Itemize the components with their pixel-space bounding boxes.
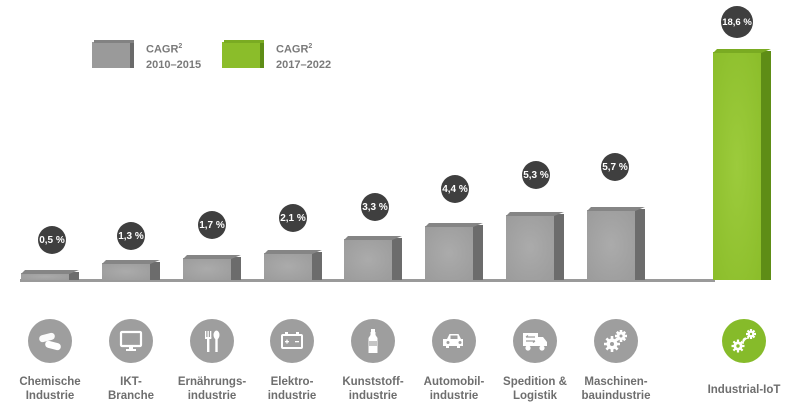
bar-ikt	[102, 260, 160, 280]
category-label-maschinenbau: Maschinen-bauindustrie	[566, 375, 666, 403]
fork-spoon-icon	[190, 319, 234, 363]
category-label-line: Branche	[107, 390, 155, 402]
value-badge-ernaehrung: 1,7 %	[198, 211, 226, 239]
category-label-line: Spedition &	[503, 376, 567, 388]
iot-gears-icon	[722, 319, 766, 363]
category-label-automobil: Automobil-industrie	[404, 375, 504, 403]
category-label-line: Chemische	[19, 376, 81, 388]
bar-ernaehrung	[183, 255, 241, 280]
x-axis-baseline	[20, 279, 715, 282]
category-label-line: Ernährungs-	[177, 376, 247, 388]
pills-icon	[28, 319, 72, 363]
category-label-line: bauindustrie	[581, 390, 651, 402]
category-label-line: industrie	[267, 390, 317, 402]
category-label-elektro: Elektro-industrie	[242, 375, 342, 403]
category-label-spedition: Spedition & Logistik	[485, 375, 585, 403]
gears-icon	[594, 319, 638, 363]
bar-chemische	[21, 270, 79, 280]
category-label-line: industrie	[348, 390, 398, 402]
bar-industrial-iot	[713, 49, 771, 280]
truck-icon	[513, 319, 557, 363]
legend-swatch-green	[222, 40, 264, 68]
category-label-line: Automobil-	[423, 376, 485, 388]
category-label-line: Industrial-IoT	[707, 384, 781, 396]
monitor-icon	[109, 319, 153, 363]
bar-maschinenbau	[587, 207, 645, 280]
category-label-line: industrie	[429, 390, 479, 402]
car-icon	[432, 319, 476, 363]
category-label-ikt: IKT- Branche	[81, 375, 181, 403]
category-label-chemische: Chemische Industrie	[0, 375, 100, 403]
value-badge-kunststoff: 3,3 %	[361, 193, 389, 221]
value-badge-elektro: 2,1 %	[279, 204, 307, 232]
value-badge-ikt: 1,3 %	[117, 222, 145, 250]
legend-label-2010-2015: CAGR2 2010–2015	[146, 43, 202, 71]
value-badge-maschinenbau: 5,7 %	[601, 153, 629, 181]
category-label-ernaehrung: Ernährungs-industrie	[162, 375, 262, 403]
category-label-industrial-iot: Industrial-IoT	[694, 383, 794, 397]
value-badge-industrial-iot: 18,6 %	[721, 6, 753, 38]
category-label-line: Maschinen-	[584, 376, 648, 388]
bar-elektro	[264, 250, 322, 280]
category-label-line: Kunststoff-	[342, 376, 404, 388]
value-badge-spedition: 5,3 %	[522, 161, 550, 189]
bar-kunststoff	[344, 236, 402, 280]
category-label-line: Elektro-	[270, 376, 314, 388]
bottle-icon	[351, 319, 395, 363]
value-badge-chemische: 0,5 %	[38, 226, 66, 254]
category-label-line: industrie	[187, 390, 237, 402]
bar-spedition	[506, 212, 564, 280]
legend-label-2017-2022: CAGR2 2017–2022	[276, 43, 332, 71]
battery-icon	[270, 319, 314, 363]
legend-swatch-grey	[92, 40, 134, 68]
category-label-kunststoff: Kunststoff-industrie	[323, 375, 423, 403]
value-badge-automobil: 4,4 %	[441, 175, 469, 203]
category-label-line: Industrie	[25, 390, 75, 402]
bar-automobil	[425, 223, 483, 280]
category-label-line: Logistik	[512, 390, 558, 402]
category-label-line: IKT-	[120, 376, 142, 388]
